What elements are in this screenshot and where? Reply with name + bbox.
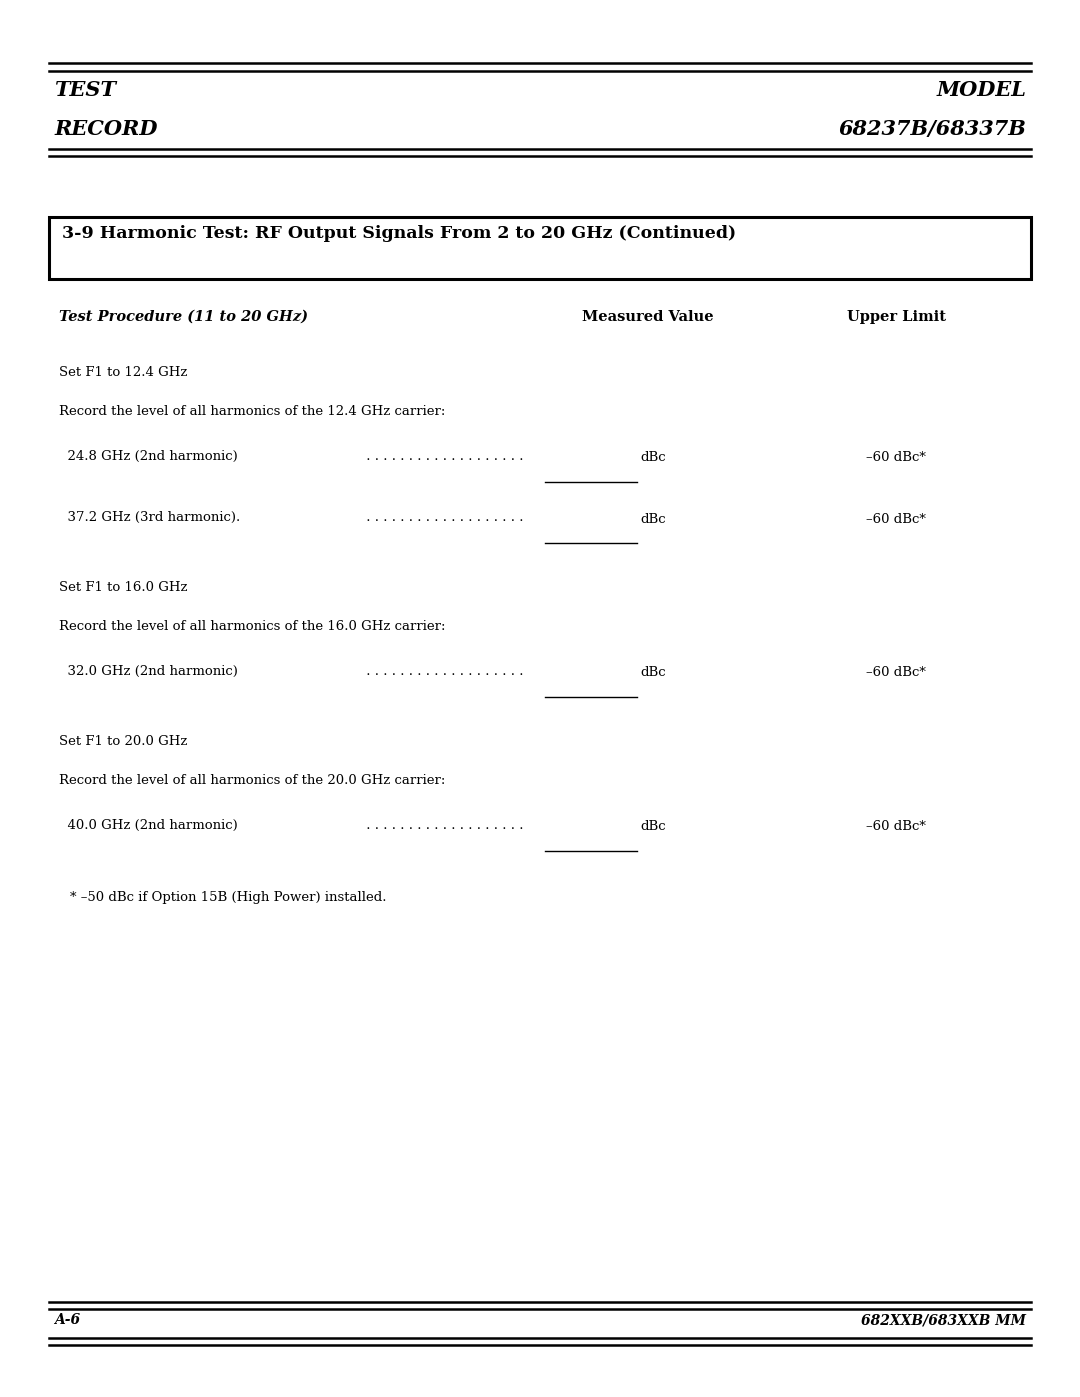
- Text: dBc: dBc: [640, 820, 666, 833]
- Text: Record the level of all harmonics of the 20.0 GHz carrier:: Record the level of all harmonics of the…: [59, 774, 446, 787]
- Text: Upper Limit: Upper Limit: [847, 310, 946, 324]
- Text: RECORD: RECORD: [54, 119, 158, 138]
- Text: 3-9 Harmonic Test: RF Output Signals From 2 to 20 GHz (Continued): 3-9 Harmonic Test: RF Output Signals Fro…: [62, 225, 735, 242]
- Text: Measured Value: Measured Value: [582, 310, 714, 324]
- Text: Set F1 to 12.4 GHz: Set F1 to 12.4 GHz: [59, 366, 188, 379]
- Text: 37.2 GHz (3rd harmonic).: 37.2 GHz (3rd harmonic).: [59, 511, 241, 524]
- Text: . . . . . . . . . . . . . . . . . . .: . . . . . . . . . . . . . . . . . . .: [362, 665, 524, 678]
- Text: 682XXB/683XXB MM: 682XXB/683XXB MM: [861, 1313, 1026, 1327]
- Text: dBc: dBc: [640, 451, 666, 464]
- Text: dBc: dBc: [640, 666, 666, 679]
- Text: Set F1 to 16.0 GHz: Set F1 to 16.0 GHz: [59, 581, 188, 594]
- Text: dBc: dBc: [640, 513, 666, 525]
- Text: –60 dBc*: –60 dBc*: [866, 451, 927, 464]
- FancyBboxPatch shape: [49, 217, 1031, 279]
- Text: TEST: TEST: [54, 80, 116, 99]
- Text: . . . . . . . . . . . . . . . . . . .: . . . . . . . . . . . . . . . . . . .: [362, 819, 524, 831]
- Text: * –50 dBc if Option 15B (High Power) installed.: * –50 dBc if Option 15B (High Power) ins…: [70, 891, 387, 904]
- Text: . . . . . . . . . . . . . . . . . . .: . . . . . . . . . . . . . . . . . . .: [362, 511, 524, 524]
- Text: 32.0 GHz (2nd harmonic): 32.0 GHz (2nd harmonic): [59, 665, 239, 678]
- Text: –60 dBc*: –60 dBc*: [866, 666, 927, 679]
- Text: 24.8 GHz (2nd harmonic): 24.8 GHz (2nd harmonic): [59, 450, 239, 462]
- Text: –60 dBc*: –60 dBc*: [866, 513, 927, 525]
- Text: Set F1 to 20.0 GHz: Set F1 to 20.0 GHz: [59, 735, 188, 747]
- Text: . . . . . . . . . . . . . . . . . . .: . . . . . . . . . . . . . . . . . . .: [362, 450, 524, 462]
- Text: Record the level of all harmonics of the 12.4 GHz carrier:: Record the level of all harmonics of the…: [59, 405, 446, 418]
- Text: Record the level of all harmonics of the 16.0 GHz carrier:: Record the level of all harmonics of the…: [59, 620, 446, 633]
- Text: 40.0 GHz (2nd harmonic): 40.0 GHz (2nd harmonic): [59, 819, 239, 831]
- Text: A-6: A-6: [54, 1313, 80, 1327]
- Text: MODEL: MODEL: [936, 80, 1026, 99]
- Text: 68237B/68337B: 68237B/68337B: [838, 119, 1026, 138]
- Text: Test Procedure (11 to 20 GHz): Test Procedure (11 to 20 GHz): [59, 310, 309, 324]
- Text: –60 dBc*: –60 dBc*: [866, 820, 927, 833]
